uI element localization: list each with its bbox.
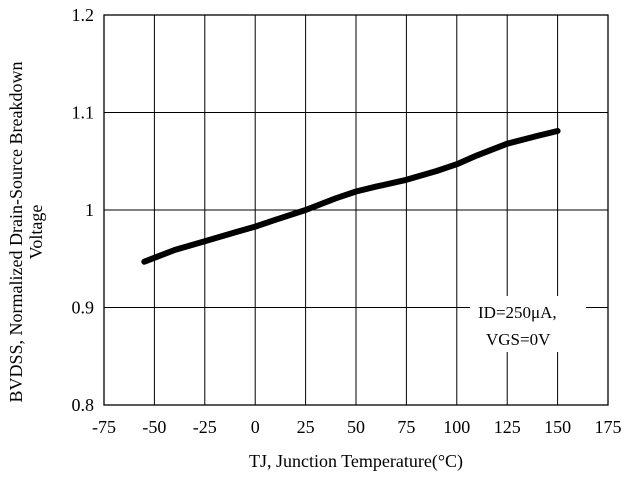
annotation-line1: ID=250μA, [478, 303, 557, 322]
x-tick-label: 50 [347, 417, 365, 437]
y-tick-label: 1 [85, 200, 94, 220]
annotation-line2: VGS=0V [486, 330, 551, 349]
x-tick-label: 150 [544, 417, 571, 437]
y-tick-label: 0.9 [72, 298, 95, 318]
x-tick-label: 0 [251, 417, 260, 437]
x-tick-label: -50 [142, 417, 166, 437]
x-tick-label: 175 [595, 417, 622, 437]
y-axis-label-line2: Voltage [26, 205, 46, 260]
x-tick-label: 25 [297, 417, 315, 437]
annotation-box [470, 296, 586, 352]
y-tick-labels: 0.8 0.9 1 1.1 1.2 [72, 5, 95, 415]
y-tick-label: 0.8 [72, 395, 95, 415]
x-axis-label: TJ, Junction Temperature(°C) [249, 451, 463, 472]
plot-frame [103, 14, 609, 406]
y-axis-label-line1: BVDSS, Normalized Drain-Source Breakdown [6, 62, 26, 403]
y-tick-label: 1.2 [72, 5, 95, 25]
x-tick-label: 75 [397, 417, 415, 437]
x-tick-label: -25 [193, 417, 217, 437]
y-tick-label: 1.1 [72, 103, 95, 123]
x-tick-label: 100 [443, 417, 470, 437]
series-line [141, 128, 561, 265]
series-layer [141, 128, 561, 265]
x-tick-label: -75 [92, 417, 116, 437]
x-tick-labels: -75 -50 -25 0 25 50 75 100 125 150 175 [92, 417, 622, 437]
x-tick-label: 125 [494, 417, 521, 437]
